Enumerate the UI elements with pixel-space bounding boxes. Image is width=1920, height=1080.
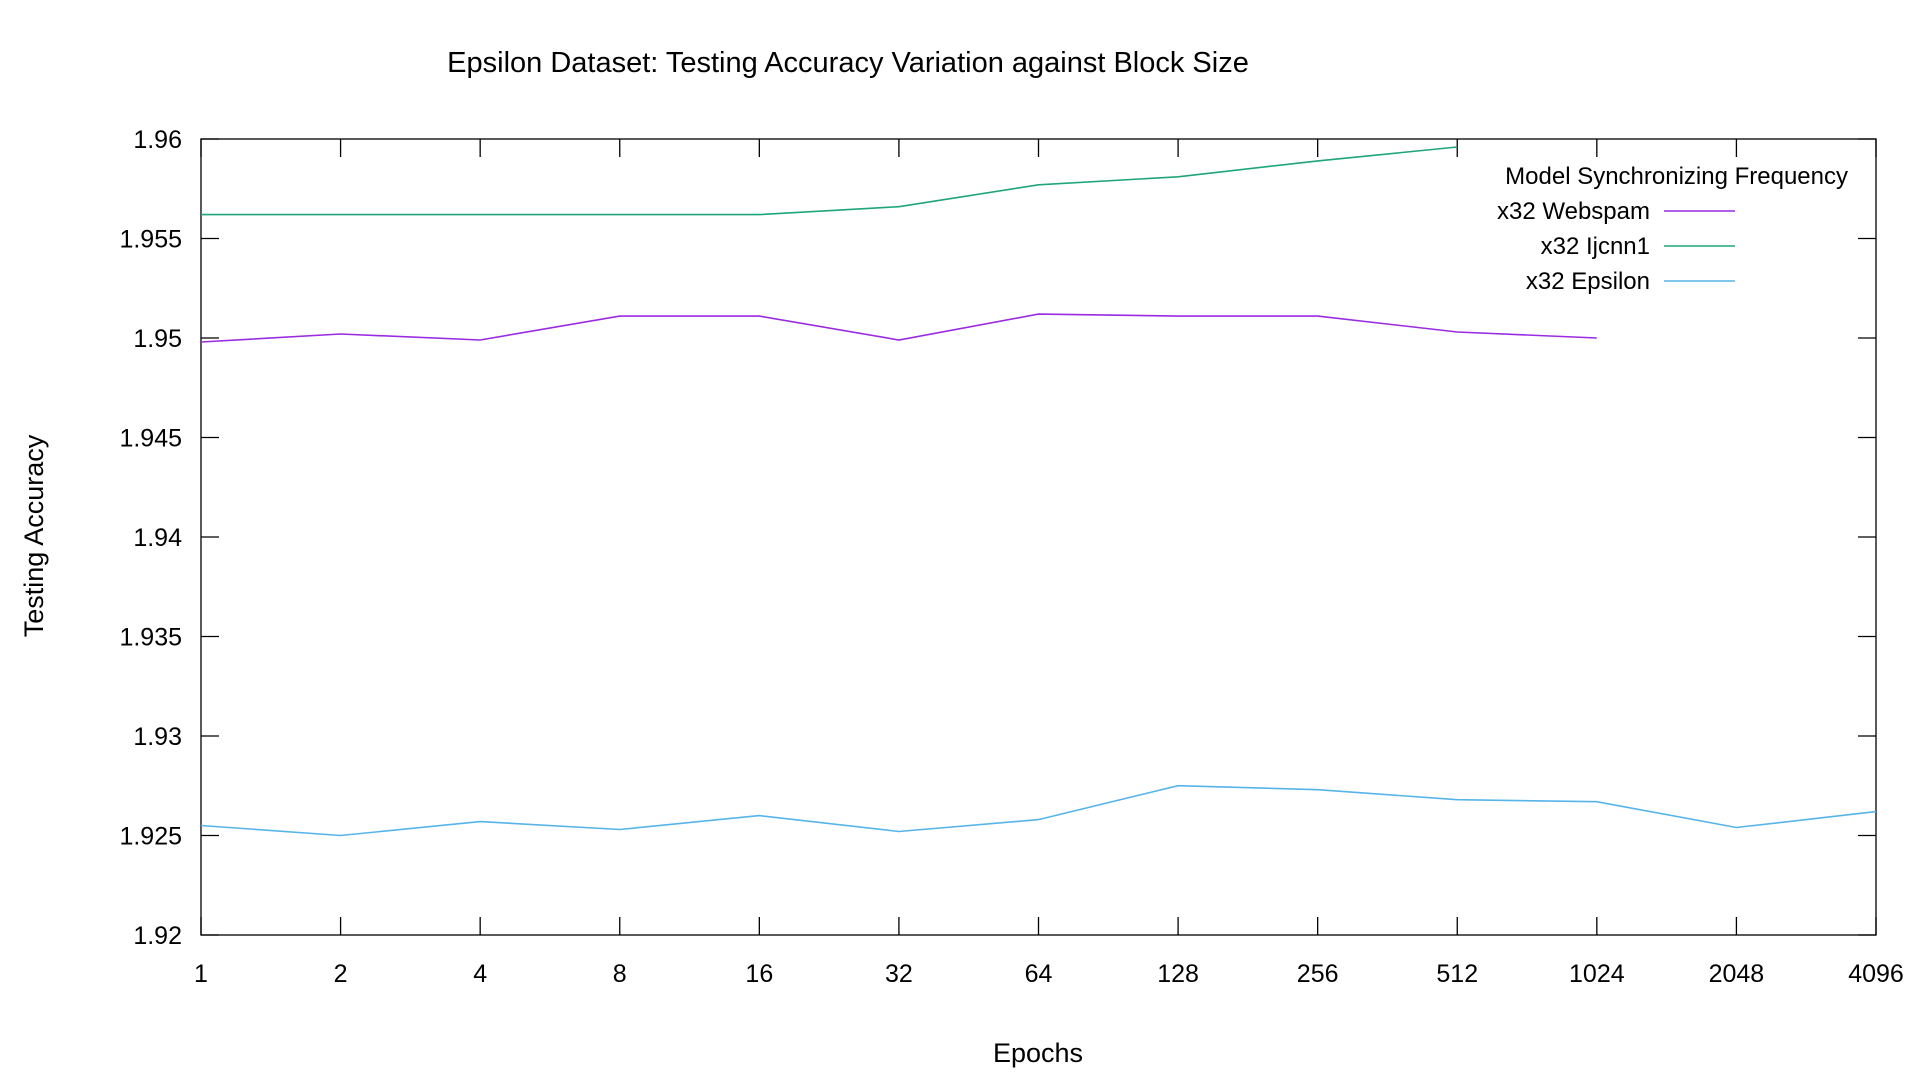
x-tick-label: 1024 xyxy=(1569,960,1625,988)
series-line-x32-ijcnn1 xyxy=(201,146,1458,216)
x-tick-label: 2048 xyxy=(1709,960,1765,988)
x-tick-label: 8 xyxy=(613,960,627,988)
x-tick-label: 2 xyxy=(334,960,348,988)
x-tick-label: 4096 xyxy=(1848,960,1904,988)
legend-label-x32-ijcnn1: x32 Ijcnn1 xyxy=(1541,233,1650,260)
series-line-x32-webspam xyxy=(200,313,1597,343)
y-tick-label: 1.93 xyxy=(133,723,182,751)
x-tick-label: 64 xyxy=(1025,960,1053,988)
x-tick-label: 1 xyxy=(194,960,208,988)
legend-label-x32-webspam: x32 Webspam xyxy=(1497,198,1650,225)
y-tick-label: 1.955 xyxy=(119,226,182,254)
x-tick-label: 256 xyxy=(1297,960,1339,988)
series-line-x32-epsilon xyxy=(200,784,1877,837)
y-tick-label: 1.95 xyxy=(133,325,182,353)
x-tick-label: 16 xyxy=(745,960,773,988)
x-axis-label: Epochs xyxy=(993,1038,1083,1068)
y-tick-label: 1.935 xyxy=(119,624,182,652)
y-axis-label: Testing Accuracy xyxy=(19,434,49,637)
legend-label-x32-epsilon: x32 Epsilon xyxy=(1526,268,1650,295)
x-tick-label: 4 xyxy=(473,960,487,988)
plot-area: 1.92 1.925 1.93 1.935 1.94 1.945 1.95 1.955 1.96… xyxy=(119,126,1903,988)
legend: Model Synchronizing Frequency x32 Webspa… xyxy=(1497,163,1848,295)
x-tick-label: 512 xyxy=(1436,960,1478,988)
y-tick-label: 1.94 xyxy=(133,524,182,552)
x-tick-label: 128 xyxy=(1157,960,1199,988)
legend-title: Model Synchronizing Frequency xyxy=(1505,163,1848,190)
y-tick-label: 1.945 xyxy=(119,425,182,453)
y-tick-label: 1.96 xyxy=(133,126,182,154)
chart-title: Epsilon Dataset: Testing Accuracy Variat… xyxy=(447,47,1249,79)
x-tick-label: 32 xyxy=(885,960,913,988)
y-tick-label: 1.92 xyxy=(133,922,182,950)
y-tick-label: 1.925 xyxy=(119,823,182,851)
